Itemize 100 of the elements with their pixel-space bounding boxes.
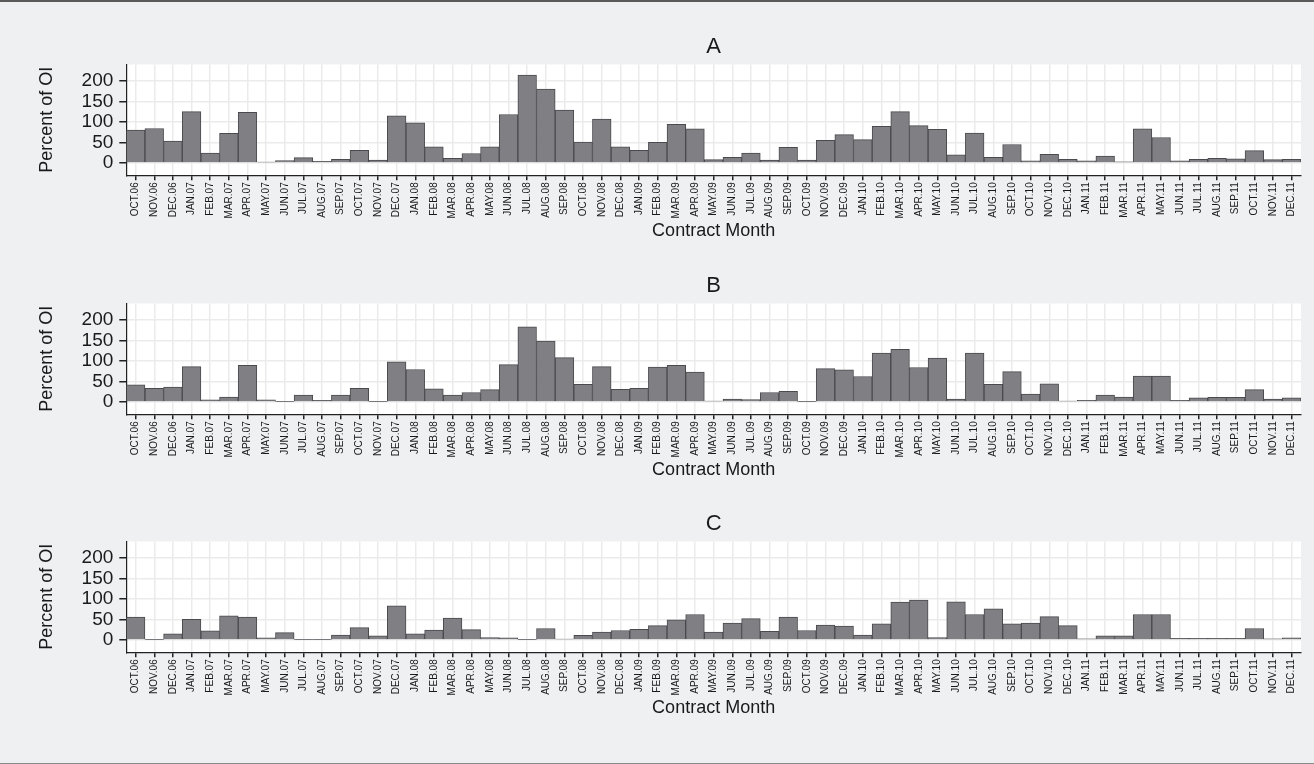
x-tick-label: OCT.09 bbox=[800, 420, 812, 456]
x-tick-label: JAN.09 bbox=[632, 181, 644, 216]
x-tick-label: AUG.11 bbox=[1210, 658, 1222, 695]
x-tick-label: NOV.09 bbox=[819, 420, 831, 456]
x-tick-label: JUN.10 bbox=[949, 181, 961, 216]
x-tick-label: MAY.11 bbox=[1154, 658, 1166, 693]
x-tick-label: MAY.08 bbox=[483, 658, 495, 693]
x-tick-label: JAN.11 bbox=[1080, 658, 1092, 692]
x-tick-label: JAN.09 bbox=[632, 420, 644, 455]
x-tick-label: JAN.07 bbox=[185, 658, 197, 693]
x-tick-label: DEC.07 bbox=[390, 658, 402, 695]
x-tick-label: MAY.10 bbox=[931, 420, 943, 455]
chart-title: A bbox=[706, 33, 722, 59]
y-tick-label: 150 bbox=[81, 89, 114, 111]
x-tick-label: JUL.11 bbox=[1192, 181, 1204, 214]
x-tick-label: SEP.11 bbox=[1229, 420, 1241, 454]
y-tick-label: 200 bbox=[81, 546, 114, 568]
x-tick-label: APR.07 bbox=[241, 420, 253, 456]
x-tick-label: AUG.07 bbox=[315, 181, 327, 218]
x-tick-label: OCT.06 bbox=[129, 420, 141, 456]
x-tick-label: NOV.07 bbox=[371, 420, 383, 456]
y-tick-label: 0 bbox=[102, 390, 114, 412]
x-tick-label: JUL.09 bbox=[744, 420, 756, 453]
x-tick-label: DEC.06 bbox=[166, 658, 178, 695]
x-tick-label: JUL.11 bbox=[1192, 658, 1204, 691]
x-tick-label: FEB.07 bbox=[203, 181, 215, 216]
x-tick-label: FEB.09 bbox=[651, 181, 663, 216]
x-tick-label: AUG.08 bbox=[539, 658, 551, 695]
x-tick-label: AUG.11 bbox=[1210, 181, 1222, 218]
x-tick-label: JAN.07 bbox=[185, 420, 197, 455]
x-tick-label: NOV.11 bbox=[1266, 658, 1278, 694]
y-axis-title: Percent of OI bbox=[35, 66, 56, 173]
x-axis-title: Contract Month bbox=[652, 697, 776, 718]
x-tick-label: JAN.08 bbox=[409, 658, 421, 693]
x-tick-label: OCT.08 bbox=[576, 181, 588, 217]
y-tick-label: 50 bbox=[92, 369, 114, 391]
x-tick-label: MAR.07 bbox=[222, 181, 234, 219]
x-tick-label: AUG.09 bbox=[763, 420, 775, 457]
x-tick-label: MAR.08 bbox=[446, 658, 458, 696]
chart-title: C bbox=[705, 510, 722, 536]
x-tick-label: APR.10 bbox=[912, 181, 924, 217]
x-tick-label: DEC.08 bbox=[614, 658, 626, 695]
x-tick-label: OCT.08 bbox=[576, 658, 588, 694]
x-tick-label: JUL.09 bbox=[744, 181, 756, 214]
y-tick-label: 150 bbox=[81, 328, 114, 350]
x-tick-label: NOV.11 bbox=[1266, 181, 1278, 217]
x-tick-label: MAR.08 bbox=[446, 181, 458, 219]
x-tick-label: APR.09 bbox=[688, 181, 700, 217]
x-tick-label: SEP.07 bbox=[334, 658, 346, 692]
x-tick-label: SEP.07 bbox=[334, 181, 346, 215]
x-tick-label: JUL.09 bbox=[744, 658, 756, 691]
x-tick-label: AUG.10 bbox=[987, 420, 999, 457]
x-tick-label: MAY.09 bbox=[707, 420, 719, 455]
x-tick-label: MAY.08 bbox=[483, 420, 495, 455]
x-tick-label: AUG.08 bbox=[539, 420, 551, 457]
x-tick-label: OCT.11 bbox=[1248, 658, 1260, 693]
x-tick-label: JUN.07 bbox=[278, 420, 290, 455]
x-tick-label: OCT.11 bbox=[1248, 181, 1260, 216]
x-tick-label: NOV.09 bbox=[819, 658, 831, 694]
x-tick-label: OCT.07 bbox=[353, 420, 365, 456]
x-tick-label: MAR.10 bbox=[893, 420, 905, 458]
x-tick-label: OCT.11 bbox=[1248, 420, 1260, 455]
y-tick-label: 100 bbox=[81, 349, 114, 371]
x-tick-label: DEC.11 bbox=[1285, 658, 1297, 694]
x-tick-label: JUN.08 bbox=[502, 181, 514, 216]
x-tick-label: APR.07 bbox=[241, 181, 253, 217]
x-tick-label: APR.11 bbox=[1136, 420, 1148, 456]
x-tick-label: JUL.07 bbox=[297, 658, 309, 691]
x-tick-label: JUN.09 bbox=[726, 420, 738, 455]
y-tick-label: 0 bbox=[102, 628, 114, 650]
x-tick-label: NOV.09 bbox=[819, 181, 831, 217]
x-tick-label: FEB.10 bbox=[875, 181, 887, 216]
y-tick-label: 150 bbox=[81, 566, 114, 588]
x-tick-label: MAY.09 bbox=[707, 658, 719, 693]
x-tick-label: MAY.07 bbox=[259, 658, 271, 693]
x-tick-label: JUL.11 bbox=[1192, 420, 1204, 453]
x-tick-label: FEB.08 bbox=[427, 181, 439, 216]
x-tick-label: FEB.11 bbox=[1098, 420, 1110, 454]
x-tick-label: JUN.10 bbox=[949, 658, 961, 693]
y-axis-title: Percent of OI bbox=[35, 543, 56, 650]
x-tick-label: FEB.11 bbox=[1098, 181, 1110, 215]
x-tick-label: OCT.09 bbox=[800, 181, 812, 217]
x-tick-label: SEP.08 bbox=[558, 658, 570, 692]
x-tick-label: DEC.09 bbox=[837, 658, 849, 695]
x-tick-label: JUN.09 bbox=[726, 181, 738, 216]
x-tick-label: SEP.11 bbox=[1229, 658, 1241, 692]
x-tick-label: JUL.07 bbox=[297, 181, 309, 214]
x-tick-label: JUL.08 bbox=[520, 181, 532, 214]
x-tick-label: NOV.10 bbox=[1043, 181, 1055, 217]
x-tick-label: JAN.10 bbox=[856, 181, 868, 216]
x-tick-label: DEC.10 bbox=[1061, 658, 1073, 695]
x-tick-label: AUG.07 bbox=[315, 658, 327, 695]
x-tick-label: APR.08 bbox=[465, 420, 476, 456]
x-tick-label: AUG.11 bbox=[1210, 420, 1222, 457]
x-tick-label: JUL.08 bbox=[520, 420, 532, 453]
x-tick-label: OCT.10 bbox=[1024, 658, 1036, 694]
x-tick-label: MAY.10 bbox=[931, 181, 943, 216]
y-tick-label: 50 bbox=[92, 607, 114, 629]
x-tick-label: SEP.08 bbox=[558, 420, 570, 454]
x-tick-label: DEC.07 bbox=[390, 420, 402, 457]
